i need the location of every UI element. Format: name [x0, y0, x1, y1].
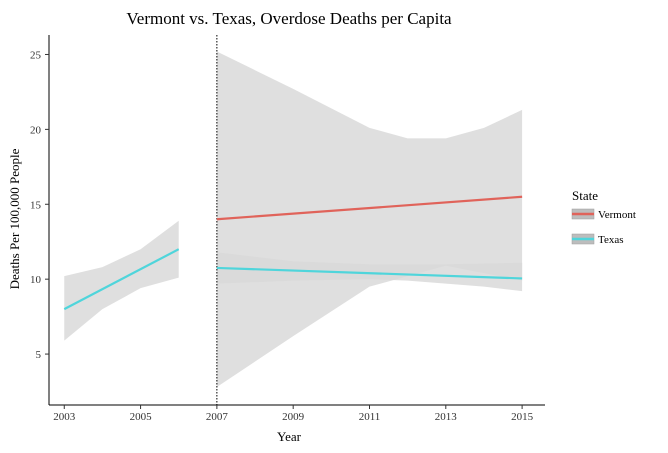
legend-items: Vermont Texas: [571, 208, 636, 246]
x-tick-label-2011: 2011: [359, 411, 381, 423]
x-tick-label-2007: 2007: [206, 411, 229, 423]
x-axis-title: Year: [277, 429, 302, 444]
tick-labels: 2003 2005 2007 2009 2011 2013 2015 5 10 15 20 25: [30, 49, 534, 423]
chart-title: Vermont vs. Texas, Overdose Deaths per C…: [126, 9, 452, 28]
vermont-line: [216, 195, 523, 221]
legend: State Vermont Texas: [571, 188, 636, 246]
texas-confidence-band-1: [64, 220, 179, 341]
y-tick-label-20: 20: [30, 124, 42, 136]
legend-label-vermont: Vermont: [598, 209, 636, 221]
texas-confidence-band-2: [216, 252, 523, 388]
y-tick-label-5: 5: [36, 349, 42, 361]
y-axis-title: Deaths Per 100,000 People: [7, 148, 22, 289]
legend-title: State: [572, 188, 598, 203]
x-tick-label-2003: 2003: [53, 411, 76, 423]
texas-line-segment-1: [63, 248, 180, 311]
x-tick-label-2009: 2009: [282, 411, 305, 423]
x-tick-label-2013: 2013: [435, 411, 458, 423]
vermont-confidence-band: [216, 51, 523, 292]
y-tick-label-15: 15: [30, 199, 42, 211]
x-tick-label-2015: 2015: [511, 411, 534, 423]
y-tick-label-25: 25: [30, 49, 42, 61]
confidence-bands: [64, 51, 523, 388]
y-tick-label-10: 10: [30, 274, 42, 286]
axes: [45, 35, 545, 409]
series-lines: [63, 195, 523, 311]
legend-label-texas: Texas: [598, 234, 624, 246]
texas-line-segment-2: [216, 266, 523, 280]
x-tick-label-2005: 2005: [130, 411, 153, 423]
